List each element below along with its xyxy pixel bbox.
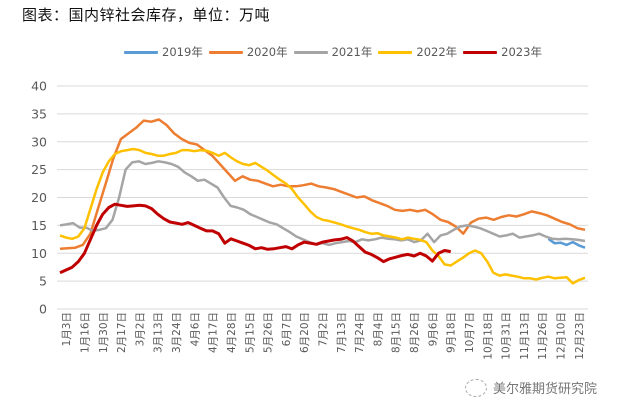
legend-label: 2021年: [331, 45, 373, 59]
x-tick-label: 11月13日: [519, 312, 531, 360]
chart-legend: 2019年 2020年 2021年 2022年 2023年: [0, 44, 636, 60]
legend-label: 2019年: [162, 45, 203, 59]
series-line-2021: [59, 160, 586, 247]
y-tick-label: 30: [31, 134, 47, 149]
watermark: 美尔雅期货研究院: [465, 378, 597, 397]
y-tick-label: 15: [31, 218, 47, 233]
x-tick-label: 7月24日: [354, 312, 366, 353]
legend-item-2019: 2019年: [124, 44, 203, 60]
legend-label: 2022年: [416, 45, 458, 59]
x-tick-label: 10月18日: [482, 312, 494, 360]
y-axis: 0 5 10 15 20 25 30 35 40: [31, 79, 47, 317]
y-tick-label: 25: [31, 162, 47, 177]
x-tick-label: 2月17日: [116, 312, 128, 353]
x-tick-label: 7月13日: [336, 312, 348, 353]
legend-swatch-2019: [124, 50, 159, 54]
x-tick-label: 1月16日: [79, 312, 91, 353]
x-tick-label: 10月31日: [501, 312, 513, 360]
x-tick-label: 8月26日: [409, 312, 421, 353]
x-tick-label: 4月6日: [189, 312, 201, 346]
legend-swatch-2021: [293, 50, 328, 54]
x-tick-label: 5月26日: [263, 312, 275, 353]
x-tick-label: 1月30日: [98, 312, 110, 353]
legend-swatch-2023: [463, 50, 498, 54]
x-tick-label: 4月28日: [226, 312, 238, 353]
y-tick-label: 10: [31, 246, 47, 261]
x-tick-label: 8月4日: [372, 312, 384, 346]
x-tick-label: 3月13日: [153, 312, 165, 353]
x-tick-label: 4月17日: [208, 312, 220, 353]
y-tick-label: 5: [39, 274, 47, 289]
legend-label: 2020年: [246, 45, 288, 59]
x-tick-label: 6月7日: [281, 312, 293, 346]
legend-item-2022: 2022年: [378, 44, 457, 60]
series-line-2019: [547, 237, 586, 249]
x-tick-label: 3月2日: [134, 312, 146, 346]
series-lines: [59, 118, 586, 285]
y-tick-label: 40: [31, 79, 47, 94]
x-tick-label: 1月3日: [61, 312, 73, 346]
legend-item-2023: 2023年: [463, 44, 542, 60]
x-tick-label: 11月26日: [537, 312, 549, 360]
x-tick-label: 8月15日: [391, 312, 403, 353]
y-tick-label: 20: [31, 190, 47, 205]
legend-label: 2023年: [501, 45, 542, 59]
x-tick-label: 10月7日: [464, 312, 476, 353]
watermark-text: 美尔雅期货研究院: [493, 382, 598, 397]
series-line-2020: [59, 118, 586, 251]
x-tick-label: 12月23日: [574, 312, 586, 360]
x-tick-label: 12月10日: [556, 312, 568, 360]
gridlines: [57, 85, 588, 310]
series-line-2023: [59, 202, 451, 275]
x-tick-label: 5月15日: [244, 312, 256, 353]
x-tick-label: 3月24日: [171, 312, 183, 353]
legend-swatch-2022: [378, 50, 413, 54]
y-tick-label: 35: [31, 106, 47, 121]
wechat-icon: [465, 378, 487, 397]
y-tick-label: 0: [39, 302, 47, 317]
x-tick-label: 9月18日: [446, 312, 458, 353]
x-tick-label: 7月2日: [318, 312, 330, 346]
legend-swatch-2020: [208, 50, 243, 54]
legend-item-2020: 2020年: [208, 44, 288, 60]
x-tick-label: 9月6日: [427, 312, 439, 346]
chart-title: 图表：国内锌社会库存，单位：万吨: [22, 6, 271, 24]
x-axis: 1月3日 1月16日 1月30日 2月17日 3月2日 3月13日 3月24日 4月6日 4月1…: [61, 312, 586, 360]
x-tick-label: 6月20日: [299, 312, 311, 353]
series-line-2022: [59, 147, 586, 285]
legend-item-2021: 2021年: [293, 44, 373, 60]
